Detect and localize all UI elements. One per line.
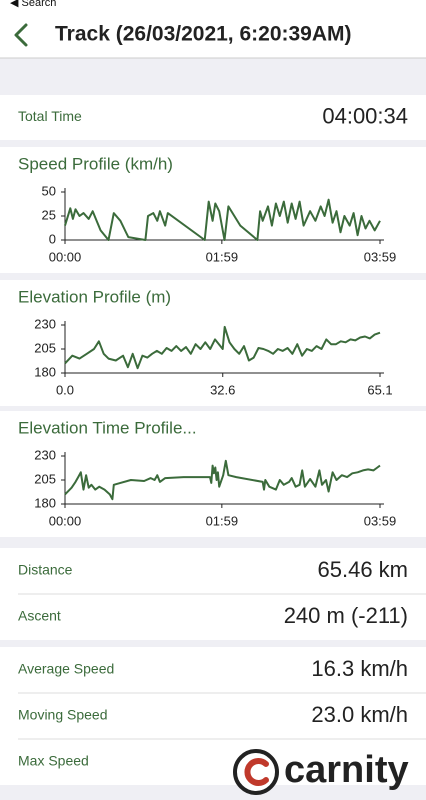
x-tick-label: 01:59 [206,513,239,528]
row-label: Max Speed [18,753,89,769]
x-tick-label: 65.1 [367,382,392,397]
y-tick-label: 25 [42,207,56,222]
section [0,95,426,140]
row-value: 23.0 km/h [311,702,408,727]
row-value: 240 m (-211) [284,603,408,628]
row-label: Average Speed [18,661,114,677]
line-series [64,459,381,501]
row-label: Ascent [18,608,61,624]
watermark: carnity [284,749,409,791]
y-tick-label: 205 [34,471,56,486]
x-tick-label: 0.0 [56,382,74,397]
y-tick-label: 50 [42,183,56,198]
chart-title: Elevation Time Profile... [18,418,197,437]
back-to-search[interactable]: ◀ Search [10,0,56,9]
y-tick-label: 180 [34,495,56,510]
x-tick-label: 03:59 [364,513,397,528]
row-value: 04:00:34 [322,103,408,128]
chart-title: Speed Profile (km/h) [18,154,173,173]
y-tick-label: 230 [34,316,56,331]
page-title: Track (26/03/2021, 6:20:39AM) [55,23,352,46]
logo-c [244,758,269,786]
logo-mark [233,749,279,795]
section [0,647,426,785]
line-series [64,198,381,241]
y-tick-label: 205 [34,340,56,355]
line-series [64,325,381,370]
row-value: 65.46 km [318,557,409,582]
x-tick-label: 00:00 [49,249,82,264]
y-tick-label: 180 [34,364,56,379]
x-tick-label: 03:59 [364,249,397,264]
row-label: Distance [18,562,73,578]
chart-card [0,411,426,537]
x-tick-label: 01:59 [206,249,239,264]
y-tick-label: 230 [34,447,56,462]
nav-bar [0,0,426,58]
row-label: Total Time [18,108,82,124]
y-tick-label: 0 [49,231,56,246]
row-label: Moving Speed [18,707,108,723]
x-tick-label: 32.6 [210,382,235,397]
back-button[interactable] [14,23,28,47]
row-value: 16.3 km/h [311,656,408,681]
chart-title: Elevation Profile (m) [18,287,171,306]
x-tick-label: 00:00 [49,513,82,528]
